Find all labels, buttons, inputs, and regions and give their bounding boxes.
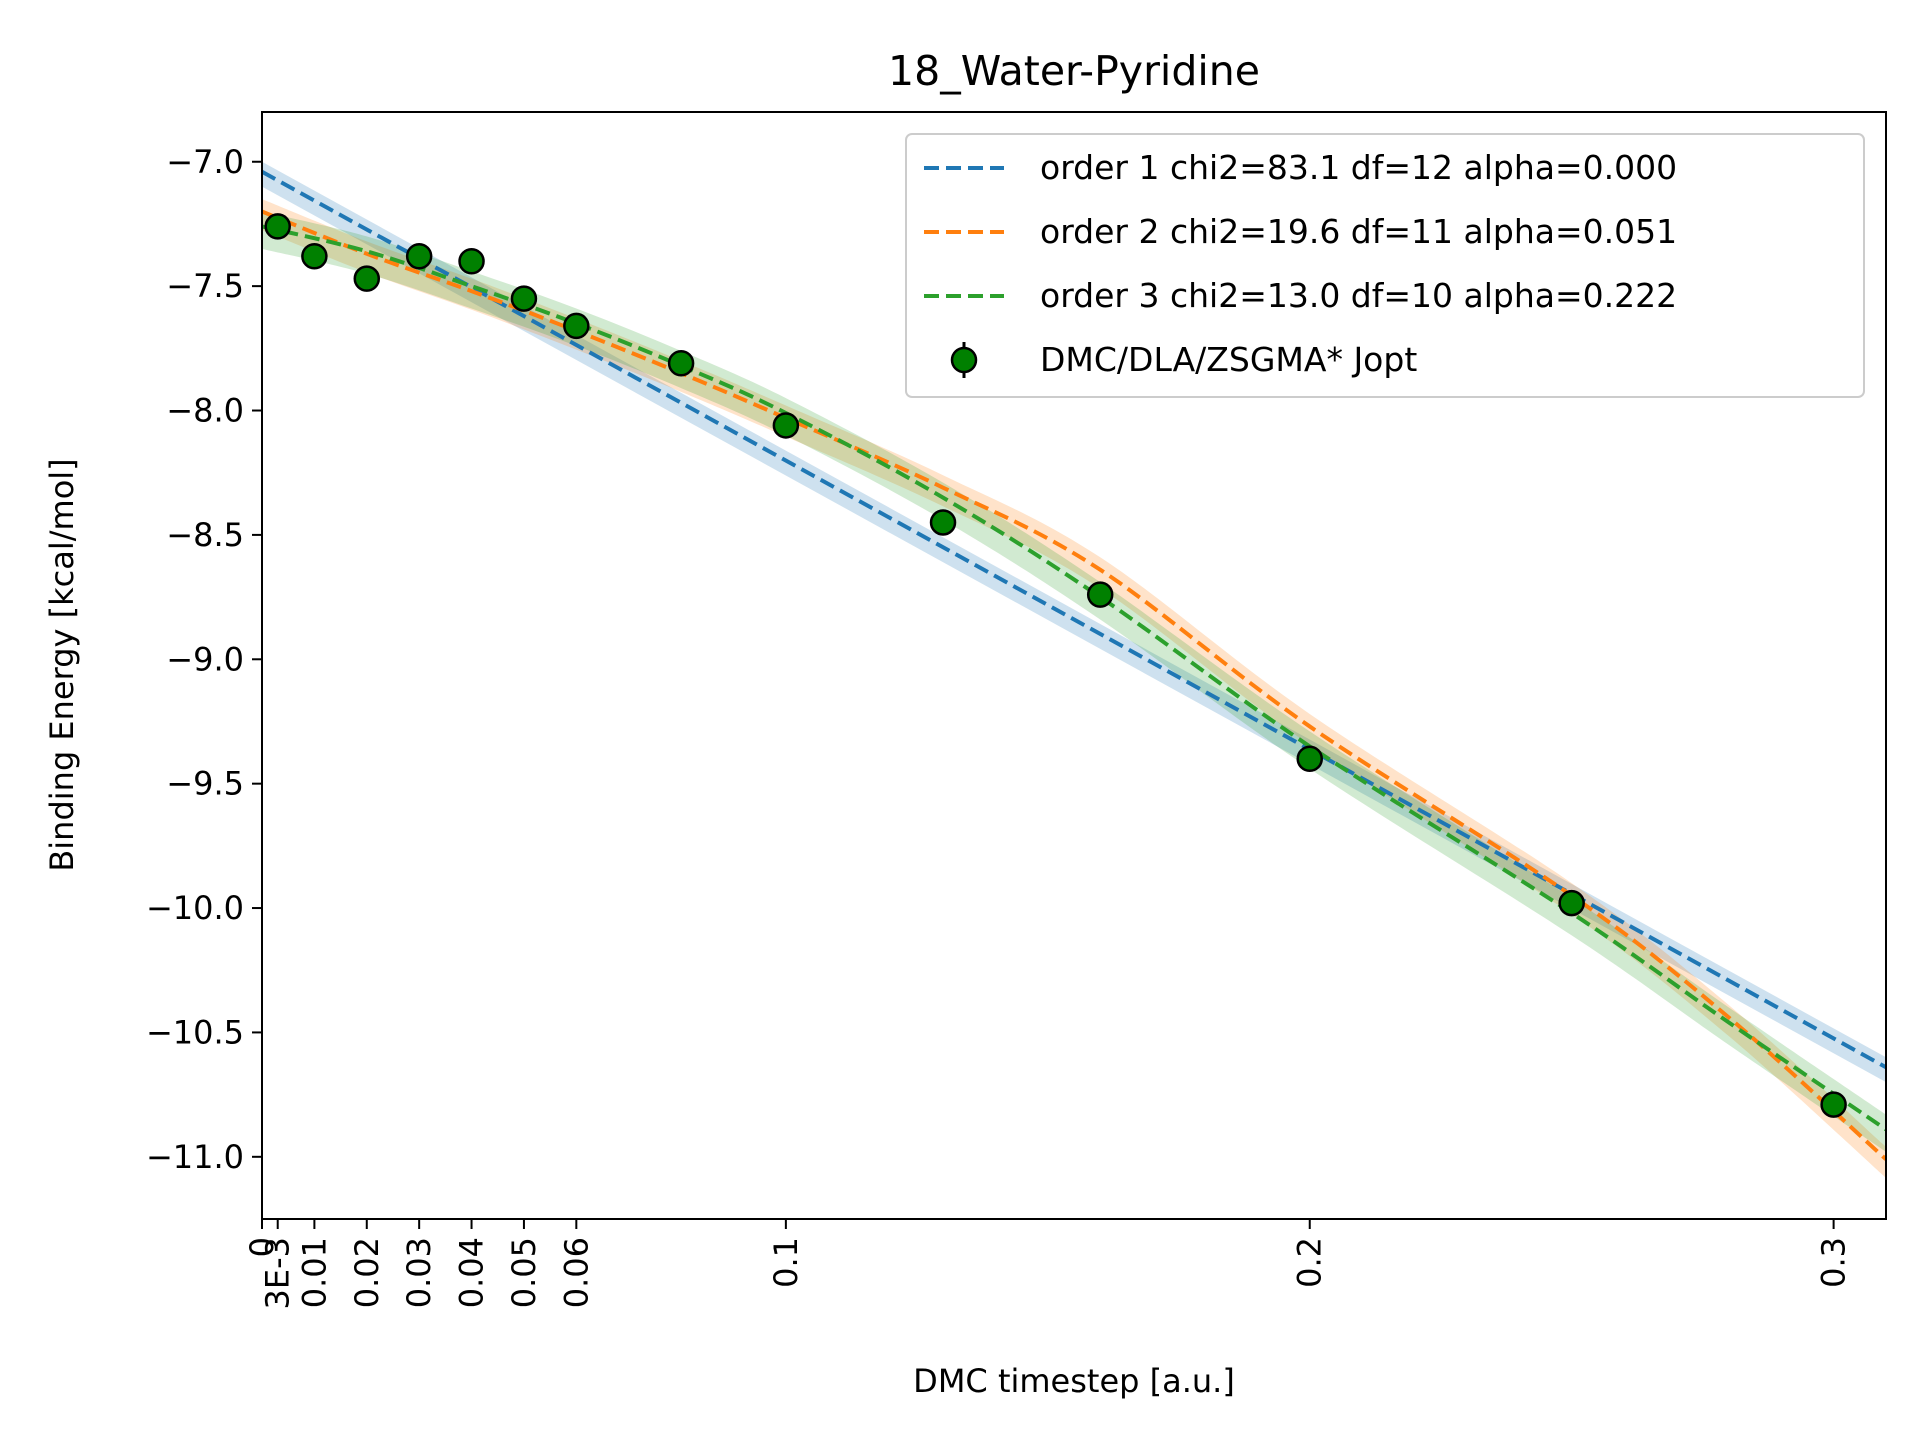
data-point [301,243,328,270]
y-tick-label: −10.0 [146,889,244,927]
x-tick-label: 0.2 [1291,1237,1329,1288]
x-tick-label: 0.06 [557,1237,595,1308]
y-tick-label: −7.0 [166,143,244,181]
x-tick-label: 0.01 [295,1237,333,1308]
data-point [510,285,538,312]
data-point [1086,581,1114,608]
x-tick-label: 0.02 [348,1237,386,1308]
data-point [772,412,800,439]
fit-line-order-3 [262,224,1886,1132]
x-tick-label: 0.03 [400,1237,438,1308]
y-tick-label: −7.5 [166,267,244,305]
legend-entry-label: order 1 chi2=83.1 df=12 alpha=0.000 [1040,148,1677,187]
data-point [1558,889,1585,917]
x-tick-label: 0.1 [767,1237,805,1288]
fit-lines [262,169,1886,1161]
y-tick-label: −8.5 [166,516,244,554]
x-axis-label: DMC timestep [a.u.] [913,1362,1235,1400]
x-tick-label: 0.04 [453,1237,491,1308]
fit-line-order-1 [262,169,1886,1070]
plot-frame [261,111,1887,1220]
x-axis-ticks: 03E-30.01 0.02 0.03 0.04 0.05 0.06 0.1 0.2 0.3 [243,1219,1853,1309]
legend: order 1 chi2=83.1 df=12 alpha=0.000 order… [905,133,1865,398]
legend-entry-label: DMC/DLA/ZSGMA* Jopt [1040,340,1417,379]
data-point [1820,1091,1847,1118]
legend-box [905,133,1865,398]
y-tick-label: −9.5 [166,765,244,803]
legend-entry-label: order 3 chi2=13.0 df=10 alpha=0.222 [1040,276,1677,315]
y-tick-label: −10.5 [146,1013,244,1051]
x-tick-label: 0 [243,1237,281,1257]
x-tick-label: 3E-3 [259,1237,297,1309]
data-point [405,243,433,270]
y-tick-label: −11.0 [146,1138,244,1176]
data-point [563,312,590,340]
data-point [264,213,291,240]
data-point [929,509,957,536]
legend-entry-label: order 2 chi2=19.6 df=11 alpha=0.051 [1040,212,1677,251]
data-point [458,248,485,275]
x-tick-label: 0.3 [1815,1237,1853,1288]
data-point [1296,745,1323,773]
confidence-bands [262,161,1886,1178]
x-tick-label: 0.05 [505,1237,543,1308]
y-axis-label: Binding Energy [kcal/mol] [43,458,81,871]
confidence-band-1 [262,161,1886,1083]
data-point [667,350,695,377]
y-tick-label: −9.0 [166,640,244,678]
legend-swatch-marker [950,346,978,374]
data-points [264,213,1847,1118]
fit-line-order-2 [262,209,1886,1161]
chart-title: 18_Water-Pyridine [888,47,1260,95]
y-axis-ticks: −7.0 −7.5 −8.0 −8.5 −9.0 −9.5 −10.0 −10.5 −11.0 [146,143,262,1176]
data-point [353,265,381,292]
y-tick-label: −8.0 [166,392,244,430]
